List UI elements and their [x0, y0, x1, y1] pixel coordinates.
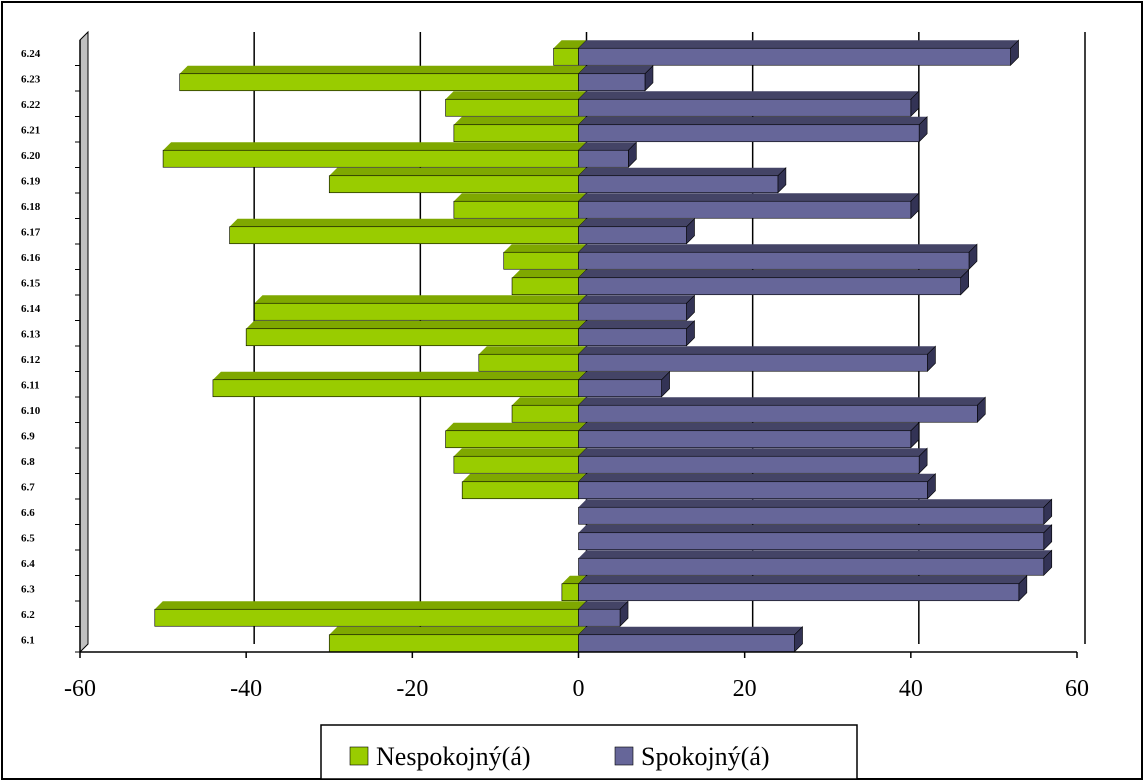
y-tick-label: 6.7: [21, 481, 35, 493]
bars: [154, 39, 1053, 653]
y-tick-label: 6.24: [21, 48, 41, 60]
bar-nespokojny: [453, 447, 587, 474]
bar-spokojny: [578, 269, 969, 296]
legend: Nespokojný(á) Spokojný(á): [320, 724, 858, 780]
y-tick-label: 6.8: [21, 456, 35, 468]
bar-nespokojny: [154, 600, 587, 627]
y-tick-label: 6.5: [21, 532, 35, 544]
bar-spokojny: [578, 447, 928, 474]
y-tick-label: 6.3: [21, 583, 35, 595]
y-tick-label: 6.10: [21, 405, 41, 417]
legend-box: [320, 724, 858, 780]
bar-nespokojny: [212, 371, 587, 398]
y-tick-label: 6.2: [21, 609, 35, 621]
bar-nespokojny: [453, 116, 587, 143]
y-tick-label: 6.20: [21, 150, 41, 162]
bar-nespokojny: [162, 141, 587, 168]
y-tick-label: 6.9: [21, 430, 35, 442]
legend-label: Nespokojný(á): [376, 742, 531, 771]
bar-chart: -60 -40 -20 0 20 40 60 6.1 6.2 6.3 6.4 6.5 6.6 6.7 6.8…: [21, 30, 1089, 780]
bar-spokojny: [578, 90, 920, 117]
x-tick-label: 0: [573, 676, 585, 702]
bar-nespokojny: [445, 90, 587, 117]
y-tick-label: 6.18: [21, 201, 41, 213]
bar-spokojny: [578, 396, 986, 423]
x-tick-label: 60: [1065, 676, 1089, 702]
x-tick-label: 20: [733, 676, 757, 702]
y-tick-label: 6.15: [21, 277, 41, 289]
y-tick-label: 6.19: [21, 175, 41, 187]
bar-spokojny: [578, 218, 695, 245]
bar-spokojny: [578, 294, 695, 321]
bar-spokojny: [578, 371, 670, 398]
bar-nespokojny: [179, 65, 587, 92]
bar-nespokojny: [511, 269, 587, 296]
bar-spokojny: [578, 320, 695, 347]
y-tick-label: 6.4: [21, 558, 35, 570]
bar-spokojny: [578, 192, 920, 219]
bar-nespokojny: [511, 396, 587, 423]
bar-spokojny: [578, 549, 1053, 576]
bar-spokojny: [578, 575, 1028, 602]
bar-spokojny: [578, 422, 920, 449]
bar-spokojny: [578, 65, 654, 92]
y-tick-label: 6.22: [21, 99, 41, 111]
bar-spokojny: [578, 600, 629, 627]
bar-spokojny: [578, 141, 637, 168]
bar-nespokojny: [503, 243, 587, 270]
y-tick-label: 6.6: [21, 507, 35, 519]
bar-spokojny: [578, 473, 936, 500]
bar-nespokojny: [328, 167, 587, 194]
wall-left: [79, 30, 89, 654]
bar-nespokojny: [445, 422, 587, 449]
bar-nespokojny: [254, 294, 587, 321]
bar-nespokojny: [461, 473, 587, 500]
y-tick-label: 6.1: [21, 634, 35, 646]
bar-spokojny: [578, 167, 787, 194]
x-tick-label: -20: [396, 676, 428, 702]
y-tick-label: 6.14: [21, 303, 41, 315]
x-tick-label: 40: [899, 676, 923, 702]
x-tick-label: -60: [64, 676, 96, 702]
legend-swatch: [614, 746, 634, 766]
bar-nespokojny: [453, 192, 587, 219]
axes: -60 -40 -20 0 20 40 60 6.1 6.2 6.3 6.4 6.5 6.6 6.7 6.8…: [21, 30, 1089, 702]
y-tick-label: 6.11: [21, 379, 40, 391]
bar-spokojny: [578, 116, 928, 143]
bar-spokojny: [578, 243, 978, 270]
y-tick-label: 6.12: [21, 354, 41, 366]
x-tick-label: -40: [230, 676, 262, 702]
bar-nespokojny: [328, 626, 587, 653]
bar-nespokojny: [229, 218, 587, 245]
bar-spokojny: [578, 626, 803, 653]
bar-spokojny: [578, 524, 1053, 551]
y-tick-label: 6.16: [21, 252, 41, 264]
bar-nespokojny: [478, 345, 587, 372]
legend-label: Spokojný(á): [641, 742, 770, 771]
y-tick-label: 6.17: [21, 226, 41, 238]
bar-spokojny: [578, 39, 1019, 66]
y-tick-label: 6.13: [21, 328, 41, 340]
legend-swatch: [349, 746, 369, 766]
bar-spokojny: [578, 345, 936, 372]
y-tick-label: 6.21: [21, 124, 40, 136]
bar-spokojny: [578, 498, 1053, 525]
bar-nespokojny: [245, 320, 587, 347]
y-tick-label: 6.23: [21, 73, 41, 85]
